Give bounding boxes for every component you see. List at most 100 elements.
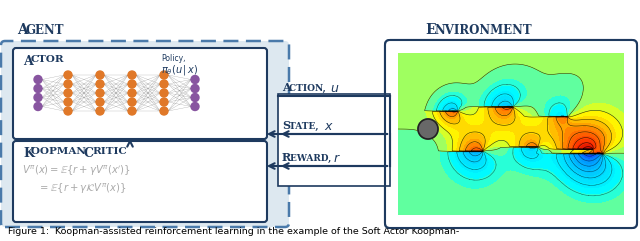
Circle shape [191,102,199,111]
Text: S: S [282,120,290,131]
Text: $\mathit{x}$: $\mathit{x}$ [324,120,334,133]
Point [0,239,5,241]
Text: E: E [425,23,436,37]
Point [0,239,5,241]
FancyBboxPatch shape [13,141,267,222]
FancyBboxPatch shape [1,41,289,227]
Text: CTION,: CTION, [289,84,329,93]
Text: OOPMAN: OOPMAN [31,147,90,156]
Text: A: A [17,23,28,37]
Circle shape [96,98,104,106]
Text: CTOR: CTOR [31,55,65,64]
Circle shape [128,98,136,106]
Circle shape [34,94,42,101]
Point [0,239,5,241]
Text: GENT: GENT [25,24,63,37]
Text: EWARD,: EWARD, [290,154,334,163]
Text: RITIC: RITIC [92,147,127,156]
Point [0,239,5,241]
Point [0,239,5,241]
Point [0,239,5,241]
Circle shape [191,85,199,93]
Point [0,239,5,241]
Circle shape [64,89,72,97]
Circle shape [128,80,136,88]
Point [0,239,5,241]
Point [0,239,5,241]
Text: A: A [23,55,33,68]
Text: Figure 1:: Figure 1: [8,227,49,236]
Point [0,239,5,241]
Circle shape [64,98,72,106]
Point [0,239,5,241]
Circle shape [160,71,168,79]
Point [0,239,5,241]
Point [0,239,5,241]
Point [0,239,5,241]
Point [0,239,5,241]
Text: $= \mathbb{E}\left\{r + \gamma\mathcal{K}V^\pi(x)\right\}$: $= \mathbb{E}\left\{r + \gamma\mathcal{K… [38,182,127,196]
Circle shape [34,102,42,111]
Point [0,239,5,241]
Circle shape [191,94,199,101]
Circle shape [96,107,104,115]
Text: $V^\pi(x) = \mathbb{E}\left\{r + \gamma V^\pi(x')\right\}$: $V^\pi(x) = \mathbb{E}\left\{r + \gamma … [22,164,131,178]
Point [0,239,5,241]
Point [0,239,5,241]
Point [0,239,5,241]
Point [0,239,5,241]
Point [0,239,5,241]
Circle shape [34,85,42,93]
Circle shape [64,80,72,88]
Point [0,239,5,241]
Point [0,239,5,241]
Circle shape [160,107,168,115]
Text: Policy,: Policy, [161,54,186,63]
Point [0,239,5,241]
Point [0,239,5,241]
Point [0,239,5,241]
FancyBboxPatch shape [385,40,637,228]
Text: $\mathit{u}$: $\mathit{u}$ [330,82,339,95]
Point [0,239,5,241]
Point [0,239,5,241]
Text: C: C [84,147,94,160]
Text: R: R [282,152,291,163]
Text: $\mathit{r}$: $\mathit{r}$ [333,152,340,165]
Point [0,239,5,241]
Text: Koopman-assisted reinforcement learning in the example of the Soft Actor Koopman: Koopman-assisted reinforcement learning … [55,227,460,236]
Point [0,239,5,241]
Point [0,239,5,241]
Circle shape [96,71,104,79]
Point [0,239,5,241]
Point [0,239,5,241]
Point [0,239,5,241]
Point [0,239,5,241]
Text: A: A [282,82,291,93]
Point [0,239,5,241]
Circle shape [64,107,72,115]
Text: $\pi_\theta(u\,|\,x)$: $\pi_\theta(u\,|\,x)$ [161,63,198,77]
Point [0,239,5,241]
Circle shape [128,89,136,97]
FancyBboxPatch shape [278,94,390,186]
Circle shape [160,98,168,106]
Point [0,239,5,241]
Point [0,239,5,241]
Point [0,239,5,241]
Circle shape [64,71,72,79]
Circle shape [96,89,104,97]
Point [0,239,5,241]
Point [0,239,5,241]
Circle shape [160,80,168,88]
Point [0,239,5,241]
Circle shape [418,119,438,139]
FancyBboxPatch shape [385,40,637,228]
Point [0,239,5,241]
Text: TATE,: TATE, [289,122,322,131]
Point [0,239,5,241]
Circle shape [191,75,199,83]
Circle shape [96,80,104,88]
Text: NVIRONMENT: NVIRONMENT [434,24,532,37]
Circle shape [34,75,42,83]
